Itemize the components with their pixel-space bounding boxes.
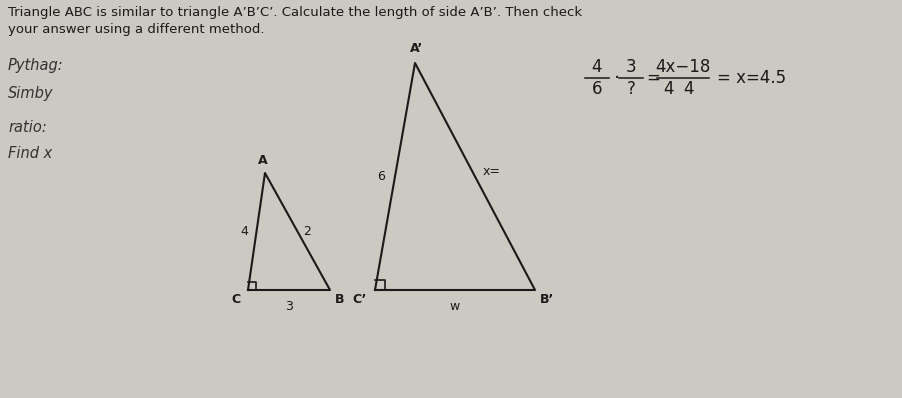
Text: C’: C’ — [353, 293, 367, 306]
Text: 4: 4 — [592, 58, 603, 76]
Text: Pythag:: Pythag: — [8, 58, 64, 73]
Text: 4: 4 — [684, 80, 695, 98]
Text: 2: 2 — [303, 225, 311, 238]
Text: B: B — [335, 293, 345, 306]
Text: = x=4.5: = x=4.5 — [717, 69, 787, 87]
Text: A’: A’ — [410, 42, 424, 55]
Text: ·: · — [614, 68, 621, 88]
Text: x=: x= — [483, 165, 501, 178]
Text: A: A — [258, 154, 268, 167]
Text: C: C — [231, 293, 240, 306]
Text: B’: B’ — [540, 293, 554, 306]
Text: w: w — [450, 300, 460, 313]
Text: 6: 6 — [592, 80, 603, 98]
Text: ratio:: ratio: — [8, 120, 47, 135]
Text: your answer using a different method.: your answer using a different method. — [8, 23, 264, 36]
Text: ?: ? — [627, 80, 635, 98]
Text: 3: 3 — [626, 58, 636, 76]
Text: 3: 3 — [285, 300, 293, 313]
Text: 4: 4 — [241, 225, 248, 238]
Text: 4: 4 — [664, 80, 675, 98]
Text: 4x−18: 4x−18 — [656, 58, 711, 76]
Text: Simby: Simby — [8, 86, 53, 101]
Text: =: = — [646, 69, 660, 87]
Text: Find x: Find x — [8, 146, 52, 161]
Text: Triangle ABC is similar to triangle A’B’C’. Calculate the length of side A’B’. T: Triangle ABC is similar to triangle A’B’… — [8, 6, 582, 19]
Text: 6: 6 — [377, 170, 385, 183]
